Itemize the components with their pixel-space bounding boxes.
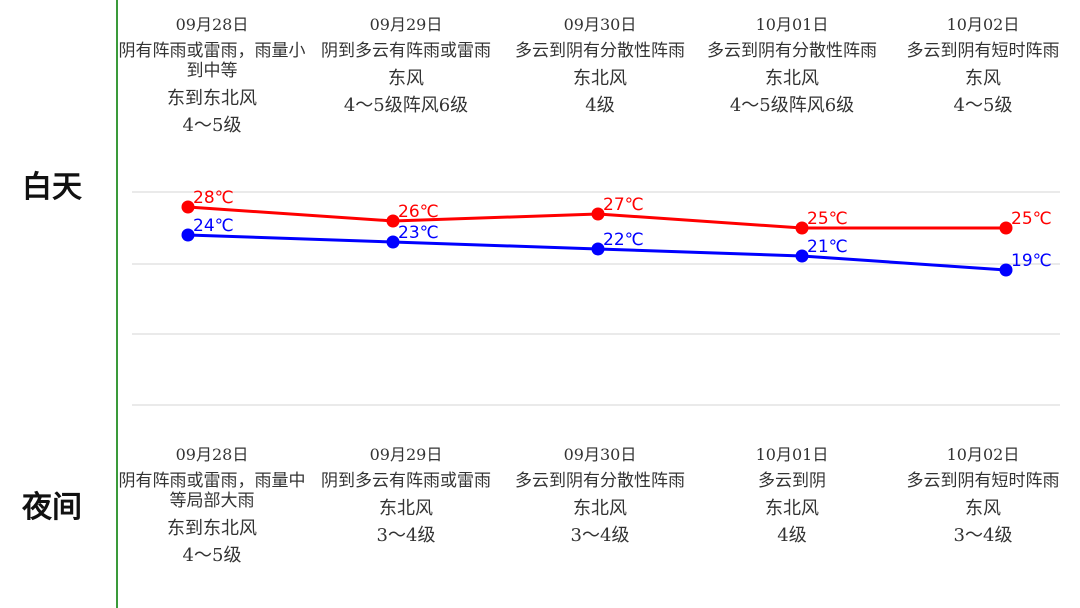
wind-direction: 东北风 bbox=[765, 68, 819, 89]
wind-level: 4～5级 bbox=[182, 545, 242, 566]
wind-level: 4～5级阵风6级 bbox=[729, 95, 855, 116]
divider-line bbox=[116, 0, 118, 608]
forecast-date: 10月01日 bbox=[755, 15, 829, 34]
low-temp-label: 22℃ bbox=[603, 230, 644, 250]
forecast-date: 10月01日 bbox=[755, 445, 829, 464]
day-column: 10月02日 多云到阴有短时阵雨 东风 4～5级 bbox=[888, 15, 1078, 118]
daytime-label: 白天 bbox=[22, 170, 82, 205]
wind-level: 3～4级 bbox=[570, 525, 630, 546]
wind-direction: 东风 bbox=[965, 498, 1001, 519]
high-temp-label: 25℃ bbox=[807, 209, 848, 229]
forecast-date: 10月02日 bbox=[946, 445, 1020, 464]
low-temp-label: 21℃ bbox=[807, 237, 848, 257]
weather-description: 多云到阴 bbox=[758, 471, 826, 491]
weather-description: 多云到阴有分散性阵雨 bbox=[515, 41, 685, 61]
weather-description: 多云到阴有分散性阵雨 bbox=[707, 41, 877, 61]
forecast-date: 09月30日 bbox=[563, 445, 637, 464]
wind-direction: 东到东北风 bbox=[167, 518, 257, 539]
forecast-date: 09月29日 bbox=[369, 15, 443, 34]
low-temp-point bbox=[181, 228, 195, 242]
forecast-date: 09月30日 bbox=[563, 15, 637, 34]
weather-description: 阴有阵雨或雷雨，雨量中等局部大雨 bbox=[118, 471, 306, 511]
wind-level: 3～4级 bbox=[953, 525, 1013, 546]
wind-level: 3～4级 bbox=[376, 525, 436, 546]
weather-description: 多云到阴有短时阵雨 bbox=[906, 41, 1060, 61]
nighttime-label: 夜间 bbox=[22, 490, 82, 525]
night-column: 09月30日 多云到阴有分散性阵雨 东北风 3～4级 bbox=[505, 445, 695, 548]
high-temp-point bbox=[795, 221, 809, 235]
wind-direction: 东到东北风 bbox=[167, 88, 257, 109]
wind-level: 4～5级阵风6级 bbox=[343, 95, 469, 116]
day-column: 09月29日 阴到多云有阵雨或雷雨 东风 4～5级阵风6级 bbox=[311, 15, 501, 118]
wind-level: 4级 bbox=[585, 95, 615, 116]
wind-direction: 东北风 bbox=[379, 498, 433, 519]
weather-description: 阴到多云有阵雨或雷雨 bbox=[321, 471, 491, 491]
low-temp-label: 19℃ bbox=[1011, 251, 1052, 271]
night-column: 09月28日 阴有阵雨或雷雨，雨量中等局部大雨 东到东北风 4～5级 bbox=[117, 445, 307, 568]
high-temp-point bbox=[999, 221, 1013, 235]
wind-direction: 东北风 bbox=[765, 498, 819, 519]
weather-description: 多云到阴有分散性阵雨 bbox=[515, 471, 685, 491]
wind-direction: 东北风 bbox=[573, 498, 627, 519]
high-temp-point bbox=[181, 200, 195, 214]
wind-level: 4级 bbox=[777, 525, 807, 546]
low-temp-label: 24℃ bbox=[193, 216, 234, 236]
day-column: 09月28日 阴有阵雨或雷雨，雨量小到中等 东到东北风 4～5级 bbox=[117, 15, 307, 138]
low-temp-point bbox=[999, 263, 1013, 277]
high-temp-label: 25℃ bbox=[1011, 209, 1052, 229]
low-temp-point bbox=[591, 242, 605, 256]
wind-direction: 东风 bbox=[965, 68, 1001, 89]
high-temp-point bbox=[591, 207, 605, 221]
forecast-date: 09月28日 bbox=[175, 15, 249, 34]
weather-description: 阴有阵雨或雷雨，雨量小到中等 bbox=[118, 41, 306, 81]
high-temp-label: 26℃ bbox=[398, 202, 439, 222]
night-column: 10月01日 多云到阴 东北风 4级 bbox=[697, 445, 887, 548]
forecast-date: 09月28日 bbox=[175, 445, 249, 464]
low-temp-label: 23℃ bbox=[398, 223, 439, 243]
wind-level: 4～5级 bbox=[953, 95, 1013, 116]
weather-description: 多云到阴有短时阵雨 bbox=[906, 471, 1060, 491]
wind-level: 4～5级 bbox=[182, 115, 242, 136]
weather-description: 阴到多云有阵雨或雷雨 bbox=[321, 41, 491, 61]
high-temp-label: 28℃ bbox=[193, 188, 234, 208]
night-column: 10月02日 多云到阴有短时阵雨 东风 3～4级 bbox=[888, 445, 1078, 548]
low-temp-point bbox=[795, 249, 809, 263]
wind-direction: 东风 bbox=[388, 68, 424, 89]
forecast-date: 10月02日 bbox=[946, 15, 1020, 34]
high-temp-point bbox=[386, 214, 400, 228]
high-temp-label: 27℃ bbox=[603, 195, 644, 215]
forecast-date: 09月29日 bbox=[369, 445, 443, 464]
low-temp-point bbox=[386, 235, 400, 249]
wind-direction: 东北风 bbox=[573, 68, 627, 89]
night-column: 09月29日 阴到多云有阵雨或雷雨 东北风 3～4级 bbox=[311, 445, 501, 548]
day-column: 10月01日 多云到阴有分散性阵雨 东北风 4～5级阵风6级 bbox=[697, 15, 887, 118]
day-column: 09月30日 多云到阴有分散性阵雨 东北风 4级 bbox=[505, 15, 695, 118]
